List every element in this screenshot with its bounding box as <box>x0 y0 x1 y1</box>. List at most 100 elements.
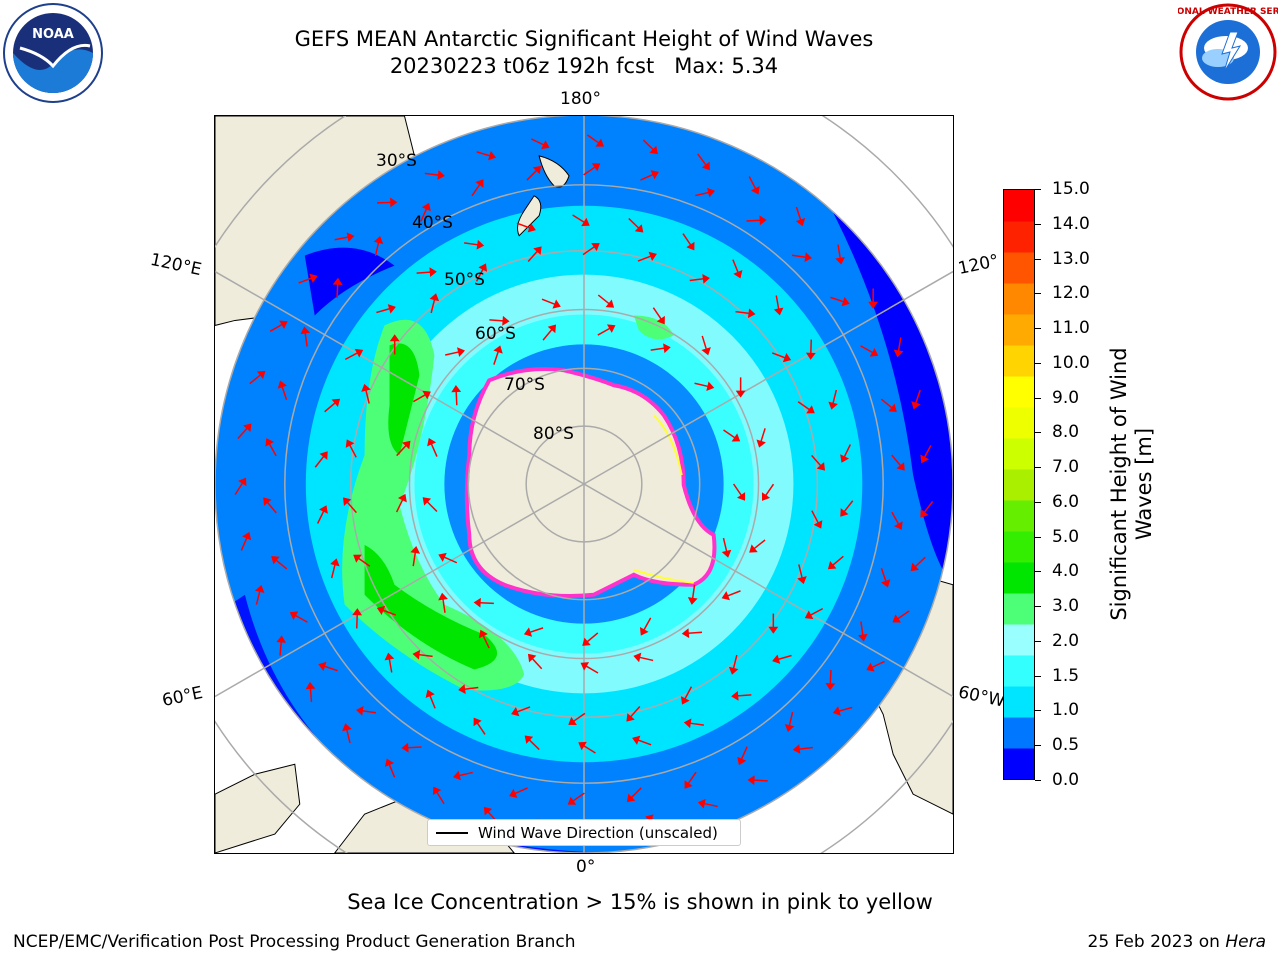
wind-arrow-shaft <box>249 374 262 385</box>
wind-arrow-head <box>342 497 352 506</box>
wind-arrow-shaft <box>268 443 277 457</box>
wind-arrow-shaft <box>362 710 377 714</box>
wind-arrow-head <box>747 775 755 786</box>
wind-arrow-shaft <box>727 590 741 597</box>
wind-arrow-shaft <box>682 233 692 246</box>
wind-arrow-shaft <box>642 139 654 151</box>
wind-arrow-head <box>911 401 921 410</box>
colorbar-tick-mark <box>1035 223 1041 225</box>
lon-label-120w: 120° <box>956 250 1001 280</box>
wind-arrow-shaft <box>471 183 481 197</box>
wind-arrow-head <box>438 552 447 562</box>
wind-arrow-head <box>330 558 340 567</box>
wind-arrow-head <box>687 597 698 605</box>
wind-arrow-head <box>701 347 711 356</box>
wind-arrow-head <box>701 161 710 171</box>
wind-arrow-head <box>756 439 766 448</box>
wind-arrow-head <box>342 723 352 732</box>
wind-arrow-shaft <box>691 584 696 599</box>
wind-arrow-shaft <box>586 632 599 643</box>
wind-arrow-head <box>806 405 815 414</box>
wind-arrow-head <box>533 246 542 255</box>
wind-arrow-head <box>626 793 636 803</box>
wind-arrow-head <box>649 145 658 155</box>
wind-arrow-shaft <box>582 246 595 256</box>
wind-arrow-head <box>532 165 542 175</box>
legend-label: Wind Wave Direction (unscaled) <box>478 824 718 842</box>
colorbar-band <box>1004 593 1034 625</box>
wind-arrow-shaft <box>573 712 586 722</box>
wind-arrow-shaft <box>689 278 704 282</box>
machine-name: Hera <box>1225 932 1266 952</box>
wind-arrow-shaft <box>418 653 433 658</box>
wind-arrow-head <box>265 438 274 447</box>
wind-arrow-head <box>429 293 440 302</box>
wind-arrow-shaft <box>275 559 288 570</box>
lon-label-60w: 60°W <box>956 682 1007 712</box>
colorbar-tick-label: 0.0 <box>1052 770 1080 790</box>
wind-arrow-shaft <box>583 745 596 754</box>
noaa-logo: NOAA <box>3 3 103 103</box>
wind-arrow-shaft <box>843 500 854 513</box>
colorbar-tick-mark <box>1035 328 1041 330</box>
colorbar-tick-mark <box>1035 467 1041 469</box>
wind-arrow-head <box>483 806 493 816</box>
wind-arrow-shaft <box>637 255 652 262</box>
wind-arrow-head <box>656 315 665 325</box>
wind-arrow-head <box>410 546 421 554</box>
lat-label-60s: 60°S <box>475 324 516 344</box>
wind-arrow-head <box>684 780 693 789</box>
wind-arrow-head <box>523 627 533 637</box>
colorbar-tick-label: 6.0 <box>1052 491 1080 512</box>
colorbar-band <box>1004 469 1034 501</box>
colorbar-band <box>1004 500 1034 532</box>
wind-arrow-shaft <box>798 564 803 579</box>
wind-arrow-head <box>580 662 590 671</box>
colorbar-tick-mark <box>1035 258 1041 260</box>
wind-arrow-shaft <box>430 299 436 314</box>
wind-arrow-shaft <box>489 319 504 322</box>
wind-arrow-shaft <box>860 345 874 354</box>
wind-arrow-shaft <box>255 590 261 605</box>
wind-arrow-head <box>749 544 758 553</box>
graticule <box>215 116 953 853</box>
wind-arrow-head <box>606 324 616 333</box>
colorbar-tick-mark <box>1035 397 1041 399</box>
wind-arrow-shaft <box>281 386 288 400</box>
wind-arrow-head <box>502 315 510 326</box>
wind-arrow-head <box>702 273 710 284</box>
wind-arrow-head <box>384 652 395 661</box>
colorbar-tick-label: 12.0 <box>1052 283 1090 304</box>
wind-arrow-shaft <box>531 138 545 146</box>
wind-arrow-shaft <box>643 617 652 631</box>
wind-arrow-head <box>816 462 826 471</box>
wind-arrow-head <box>707 187 716 198</box>
wind-arrow-head <box>650 170 659 180</box>
wind-arrow-shaft <box>897 337 902 352</box>
colorbar-tick-label: 1.0 <box>1052 700 1080 721</box>
wind-arrow-shaft <box>788 712 794 726</box>
wind-arrow-shaft <box>923 444 932 458</box>
wind-arrow-head <box>648 251 657 261</box>
wind-arrow-shaft <box>640 173 654 181</box>
wind-arrow-head <box>318 505 328 514</box>
wind-arrow-head <box>721 549 732 558</box>
wind-arrow-shaft <box>482 635 490 649</box>
wind-arrow-head <box>784 723 795 732</box>
colorbar-tick-label: 15.0 <box>1052 179 1090 199</box>
wind-arrow-shaft <box>458 771 473 777</box>
wind-arrow-shaft <box>650 347 665 351</box>
wind-arrow-head <box>591 243 600 252</box>
wind-arrow-shaft <box>777 654 792 661</box>
wind-arrow-shaft <box>637 739 652 746</box>
lon-label-180: 180° <box>560 89 601 109</box>
wind-arrow-shaft <box>798 746 813 750</box>
wind-arrow-head <box>527 223 536 233</box>
wind-arrow-head <box>772 654 781 664</box>
wind-arrow-head <box>346 232 355 243</box>
wind-arrow-shaft <box>357 557 371 567</box>
colorbar-tick-mark <box>1035 501 1041 503</box>
wind-arrow-head <box>735 390 746 398</box>
wind-arrow-shaft <box>832 555 844 566</box>
colorbar-band <box>1004 407 1034 439</box>
